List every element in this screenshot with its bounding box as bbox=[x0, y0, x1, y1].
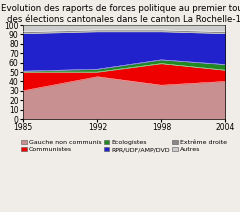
Title: Evolution des raports de forces politique au premier tour
des élections cantonal: Evolution des raports de forces politiqu… bbox=[1, 4, 240, 24]
Legend: Gauche non communis, Communistes, Ecologistes, RPR/UDF/AMP/DVD, Extrême droite, : Gauche non communis, Communistes, Ecolog… bbox=[21, 139, 228, 153]
